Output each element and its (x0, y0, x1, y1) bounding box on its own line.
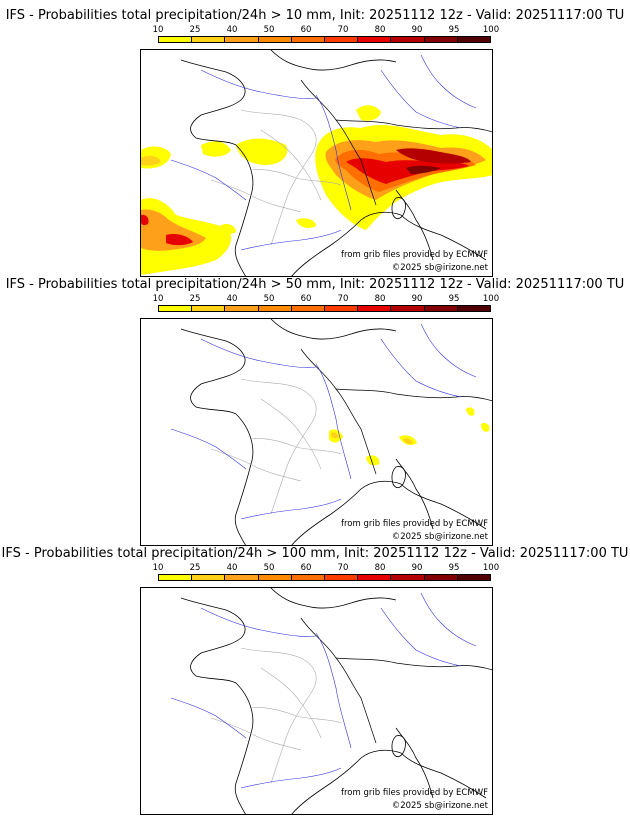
colorbar-tick-label: 95 (448, 25, 460, 35)
colorbar-tick-label: 60 (300, 25, 312, 35)
map-svg (170, 588, 492, 814)
copyright-credit: ©2025 sb@irizone.net (391, 532, 488, 542)
data-source-credit: from grib files provided by ECMWF (341, 519, 488, 529)
colorbar-tick-label: 25 (189, 294, 201, 304)
colorbar-tick-label: 80 (374, 294, 386, 304)
copyright-credit: ©2025 sb@irizone.net (391, 801, 488, 811)
colorbar-swatches (158, 574, 491, 581)
panel-title: IFS - Probabilities total precipitation/… (5, 8, 625, 23)
colorbar-swatch (424, 575, 458, 580)
colorbar-swatch (159, 37, 193, 42)
colorbar-swatch (457, 37, 491, 42)
map-svg (141, 50, 492, 276)
colorbar-swatch (424, 37, 458, 42)
colorbar-tick-label: 90 (411, 25, 423, 35)
colorbar-swatch (391, 37, 425, 42)
map-panel-100mm: IFS - Probabilities total precipitation/… (0, 538, 630, 815)
data-source-credit: from grib files provided by ECMWF (341, 250, 488, 260)
colorbar-tick-label: 70 (337, 563, 349, 573)
panel-title: IFS - Probabilities total precipitation/… (5, 277, 625, 292)
colorbar-swatch (258, 306, 292, 311)
colorbar-swatch (159, 575, 193, 580)
colorbar-labels: 10 25 40 50 60 70 80 90 95 100 (153, 294, 500, 305)
colorbar-swatch (457, 575, 491, 580)
panel-title: IFS - Probabilities total precipitation/… (1, 546, 629, 561)
colorbar-tick-label: 90 (411, 563, 423, 573)
colorbar-tick-label: 90 (411, 294, 423, 304)
colorbar-swatch (258, 37, 292, 42)
colorbar-swatch (192, 37, 226, 42)
map-svg (170, 319, 492, 545)
colorbar-tick-label: 80 (374, 25, 386, 35)
colorbar-swatch (457, 306, 491, 311)
colorbar-swatch (424, 306, 458, 311)
map-panel-50mm: IFS - Probabilities total precipitation/… (0, 269, 630, 546)
colorbar-swatch (358, 306, 392, 311)
colorbar-swatch (225, 37, 259, 42)
colorbar-swatch (391, 575, 425, 580)
colorbar-swatches (158, 305, 491, 312)
probability-map[interactable]: from grib files provided by ECMWF ©2025 … (140, 587, 493, 815)
colorbar-swatch (258, 575, 292, 580)
colorbar-tick-label: 70 (337, 294, 349, 304)
probability-map[interactable]: from grib files provided by ECMWF ©2025 … (140, 318, 493, 546)
map-panel-10mm: IFS - Probabilities total precipitation/… (0, 0, 630, 277)
colorbar-tick-label: 60 (300, 563, 312, 573)
colorbar-tick-label: 50 (263, 294, 275, 304)
colorbar-swatch (291, 575, 326, 580)
colorbar-swatch (325, 575, 359, 580)
colorbar-tick-label: 10 (152, 294, 164, 304)
colorbar-tick-label: 95 (448, 294, 460, 304)
colorbar-swatch (291, 37, 326, 42)
colorbar-swatch (358, 575, 392, 580)
colorbar-swatches (158, 36, 491, 43)
colorbar-swatch (192, 306, 226, 311)
colorbar-swatch (225, 575, 259, 580)
colorbar-tick-label: 80 (374, 563, 386, 573)
colorbar-tick-label: 100 (482, 25, 500, 35)
colorbar-swatch (358, 37, 392, 42)
colorbar-tick-label: 95 (448, 563, 460, 573)
colorbar-swatch (225, 306, 259, 311)
colorbar-labels: 10 25 40 50 60 70 80 90 95 100 (153, 563, 500, 574)
colorbar-tick-label: 100 (482, 563, 500, 573)
colorbar-tick-label: 40 (226, 563, 238, 573)
colorbar-tick-label: 10 (152, 563, 164, 573)
colorbar-tick-label: 40 (226, 294, 238, 304)
colorbar-swatch (391, 306, 425, 311)
colorbar-swatch (159, 306, 193, 311)
colorbar-tick-label: 10 (152, 25, 164, 35)
colorbar-tick-label: 100 (482, 294, 500, 304)
colorbar-tick-label: 70 (337, 25, 349, 35)
colorbar: 10 25 40 50 60 70 80 90 95 100 (153, 25, 500, 45)
data-source-credit: from grib files provided by ECMWF (341, 788, 488, 798)
colorbar-tick-label: 60 (300, 294, 312, 304)
colorbar-swatch (291, 306, 326, 311)
colorbar-tick-label: 40 (226, 25, 238, 35)
colorbar-swatch (325, 306, 359, 311)
colorbar-labels: 10 25 40 50 60 70 80 90 95 100 (153, 25, 500, 36)
copyright-credit: ©2025 sb@irizone.net (391, 263, 488, 273)
colorbar-tick-label: 25 (189, 25, 201, 35)
colorbar-tick-label: 25 (189, 563, 201, 573)
colorbar-tick-label: 50 (263, 25, 275, 35)
colorbar-swatch (325, 37, 359, 42)
colorbar: 10 25 40 50 60 70 80 90 95 100 (153, 563, 500, 583)
colorbar-swatch (192, 575, 226, 580)
colorbar-tick-label: 50 (263, 563, 275, 573)
colorbar: 10 25 40 50 60 70 80 90 95 100 (153, 294, 500, 314)
probability-map[interactable]: from grib files provided by ECMWF ©2025 … (140, 49, 493, 277)
